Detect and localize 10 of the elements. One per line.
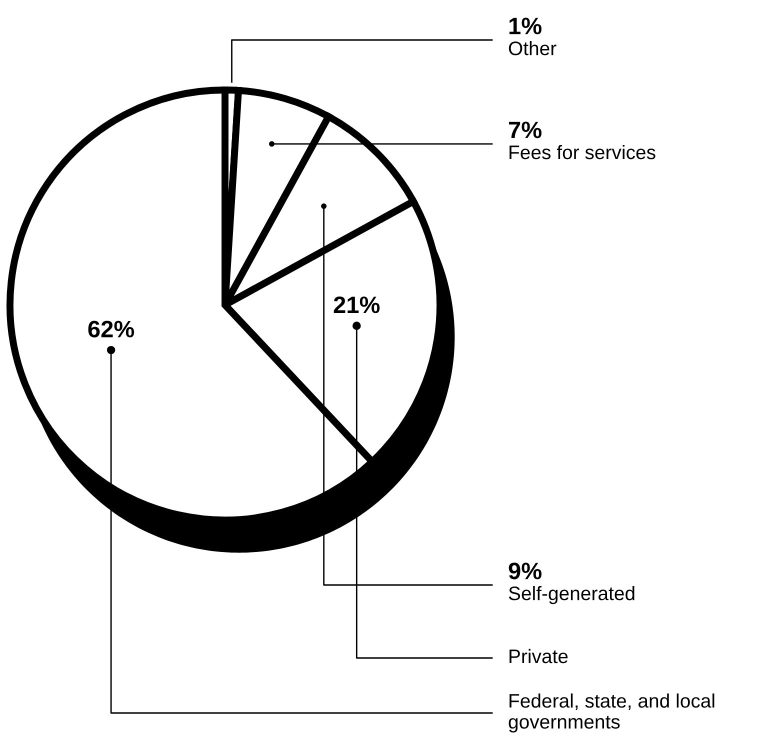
slice-label: Self-generated — [508, 586, 634, 604]
data-label: 1% — [509, 18, 542, 34]
slice-label: Fees for services — [510, 144, 656, 160]
slice-label: Other — [508, 41, 556, 56]
slice-label: Federal, state, and local governments — [508, 693, 714, 733]
slice-label: Private — [510, 648, 568, 664]
data-label: 62% — [88, 320, 134, 338]
data-label: 9% — [508, 562, 542, 580]
data-label: 7% — [509, 122, 542, 138]
data-label: 21% — [334, 296, 380, 314]
